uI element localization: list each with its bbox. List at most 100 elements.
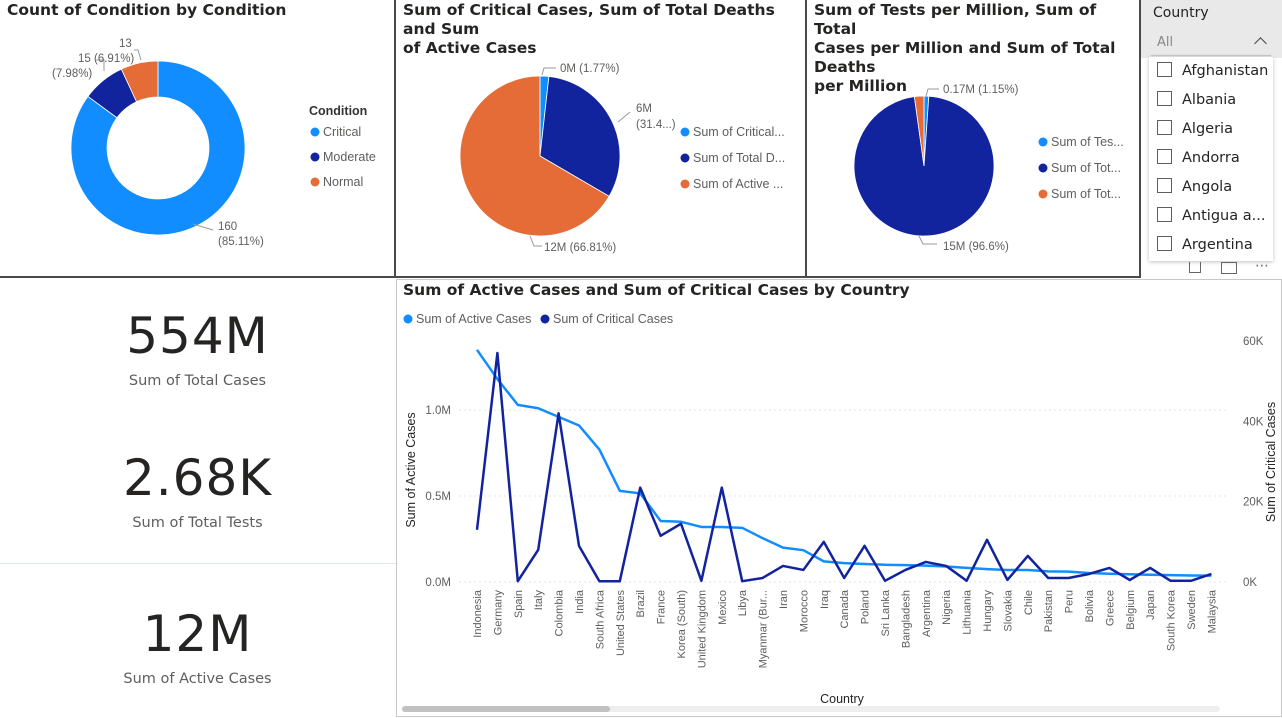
donut-leader-0 <box>193 224 213 230</box>
slicer-item-label: Angola <box>1182 179 1232 195</box>
filter-icon[interactable] <box>1189 262 1201 273</box>
pie1-leader-1 <box>618 112 630 122</box>
pie1-leader-0 <box>542 68 556 75</box>
donut-label-160: 160 <box>218 221 237 233</box>
pie1-legend-marker-1 <box>681 154 690 163</box>
donut-leader-2 <box>134 50 141 60</box>
x-tick-35: Sweden <box>1186 590 1198 630</box>
donut-legend-label-0: Critical <box>323 125 361 139</box>
x-tick-15: Iran <box>778 590 790 609</box>
x-tick-8: Brazil <box>635 590 647 618</box>
focus-mode-icon[interactable] <box>1221 262 1237 274</box>
x-tick-28: Pakistan <box>1043 590 1055 632</box>
checkbox-icon[interactable] <box>1157 120 1172 135</box>
y-axis-left-title: Sum of Active Cases <box>404 412 418 527</box>
x-axis-title: Country <box>820 692 865 706</box>
donut-legend-marker-0 <box>311 128 320 137</box>
slicer-item-label: Algeria <box>1182 121 1233 137</box>
checkbox-icon[interactable] <box>1157 178 1172 193</box>
checkbox-icon[interactable] <box>1157 149 1172 164</box>
pie2-legend-label-0: Sum of Tes... <box>1051 135 1124 149</box>
donut-panel[interactable]: Count of Condition by Condition 160(85.1… <box>0 0 396 278</box>
horizontal-scrollbar[interactable] <box>402 706 1220 712</box>
slicer-selected-value: All <box>1157 35 1173 50</box>
pie2-legend-marker-2 <box>1039 190 1048 199</box>
kpi-total-tests-value: 2.68K <box>0 449 395 507</box>
slicer-title: Country <box>1153 5 1209 21</box>
slicer-item-4[interactable]: Angola <box>1157 176 1232 198</box>
pie1-legend-label-0: Sum of Critical... <box>693 125 785 139</box>
kpi-total-tests-label: Sum of Total Tests <box>0 515 395 531</box>
x-tick-11: United Kingdom <box>696 590 708 668</box>
right-tick-0: 0K <box>1243 577 1257 589</box>
x-tick-32: Belgium <box>1125 590 1137 630</box>
pie1-panel[interactable]: Sum of Critical Cases, Sum of Total Deat… <box>396 0 807 278</box>
x-tick-14: Myanmar (Bur... <box>758 590 770 668</box>
slicer-item-6[interactable]: Argentina <box>1157 234 1253 256</box>
donut-label-15-pct: (7.98%) <box>52 68 92 80</box>
pie1-legend-label-1: Sum of Total D... <box>693 151 785 165</box>
slicer-item-0[interactable]: Afghanistan <box>1157 60 1268 82</box>
line-legend-label-active: Sum of Active Cases <box>416 312 531 326</box>
donut-label-13: 13 <box>119 38 132 50</box>
x-tick-31: Greece <box>1104 590 1116 626</box>
checkbox-icon[interactable] <box>1157 91 1172 106</box>
left-tick-1: 0.5M <box>425 491 451 503</box>
pie1-label-deaths: 6M <box>636 103 652 115</box>
slicer-item-label: Albania <box>1182 92 1236 108</box>
slicer-item-2[interactable]: Algeria <box>1157 118 1233 140</box>
slicer-item-label: Argentina <box>1182 237 1253 253</box>
slicer-item-5[interactable]: Antigua a... <box>1157 205 1265 227</box>
pie1-label-deaths-pct: (31.4...) <box>636 119 676 131</box>
line-panel[interactable]: Sum of Active Cases and Sum of Critical … <box>396 279 1282 717</box>
pie1-legend-marker-2 <box>681 180 690 189</box>
donut-legend-label-1: Moderate <box>323 150 376 164</box>
kpi-active-cases-label: Sum of Active Cases <box>0 671 395 687</box>
checkbox-icon[interactable] <box>1157 207 1172 222</box>
pie2-legend-label-2: Sum of Tot... <box>1051 187 1121 201</box>
pie1-chart[interactable]: 0M (1.77%)6M(31.4...)12M (66.81%)Sum of … <box>396 0 807 278</box>
pie2-label-tests: 0.17M (1.15%) <box>943 84 1019 96</box>
x-tick-3: Italy <box>533 590 545 611</box>
kpi-divider <box>0 563 396 564</box>
country-slicer[interactable]: Country All Afghanistan Albania Algeria And… <box>1141 0 1282 278</box>
pie1-leader-2 <box>530 236 542 246</box>
x-tick-10: Korea (South) <box>676 590 688 658</box>
kpi-panel: 554M Sum of Total Cases 2.68K Sum of Tot… <box>0 279 396 717</box>
x-tick-22: Argentina <box>921 589 933 637</box>
x-tick-30: Bolivia <box>1084 589 1096 622</box>
more-options-icon[interactable]: ⋯ <box>1255 258 1269 274</box>
scrollbar-thumb[interactable] <box>402 706 610 712</box>
x-tick-21: Bangladesh <box>900 590 912 648</box>
slicer-item-3[interactable]: Andorra <box>1157 147 1240 169</box>
x-tick-20: Sri Lanka <box>880 589 892 636</box>
slicer-item-1[interactable]: Albania <box>1157 89 1236 111</box>
x-tick-18: Canada <box>839 589 851 628</box>
kpi-active-cases-value: 12M <box>0 605 395 663</box>
pie1-legend-label-2: Sum of Active ... <box>693 177 783 191</box>
x-tick-36: Malaysia <box>1206 589 1218 633</box>
x-tick-1: Germany <box>492 590 504 636</box>
x-tick-25: Hungary <box>982 590 994 632</box>
pie2-chart[interactable]: 0.17M (1.15%)15M (96.6%)Sum of Tes...Sum… <box>807 0 1141 278</box>
x-tick-24: Lithuania <box>962 589 974 635</box>
pie1-legend-marker-0 <box>681 128 690 137</box>
x-tick-12: Mexico <box>717 590 729 625</box>
chevron-up-icon[interactable] <box>1254 37 1267 50</box>
slicer-list[interactable]: Afghanistan Albania Algeria Andorra Angola An… <box>1149 57 1273 261</box>
y-axis-right-title: Sum of Critical Cases <box>1264 402 1278 522</box>
donut-chart[interactable]: 160(85.11%)15(7.98%)13(6.91%)ConditionCr… <box>0 0 396 278</box>
checkbox-icon[interactable] <box>1157 62 1172 77</box>
x-tick-6: South Africa <box>594 589 606 649</box>
line-legend-label-critical: Sum of Critical Cases <box>553 312 673 326</box>
checkbox-icon[interactable] <box>1157 236 1172 251</box>
pie2-leader-1 <box>919 236 937 244</box>
slicer-dropdown[interactable]: All <box>1151 31 1271 56</box>
slicer-item-label: Antigua a... <box>1182 208 1265 224</box>
x-tick-23: Nigeria <box>941 589 953 625</box>
slicer-item-label: Andorra <box>1182 150 1240 166</box>
x-tick-27: Chile <box>1023 590 1035 615</box>
x-tick-2: Spain <box>513 590 525 618</box>
